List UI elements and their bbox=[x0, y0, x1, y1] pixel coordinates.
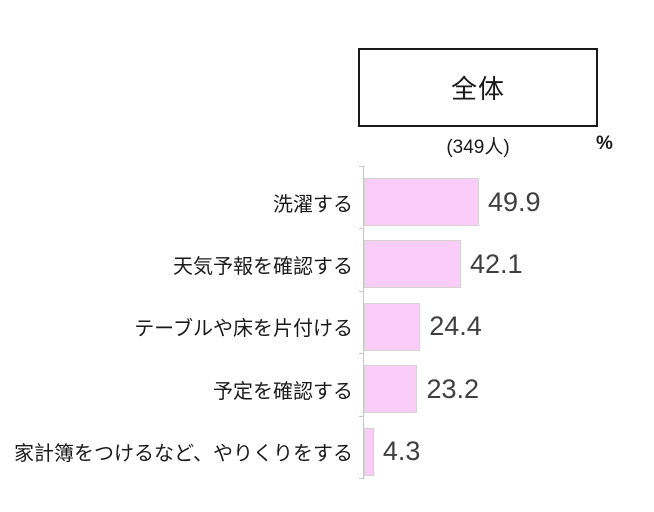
axis-tick bbox=[359, 228, 364, 229]
bar bbox=[364, 427, 374, 476]
bar bbox=[364, 365, 418, 414]
category-axis-line bbox=[363, 166, 364, 478]
value-label: 49.9 bbox=[487, 186, 541, 217]
axis-tick bbox=[359, 166, 364, 167]
category-label: 家計簿をつけるなど、やりくりをする bbox=[14, 443, 353, 466]
bar bbox=[364, 302, 421, 351]
value-label: 4.3 bbox=[382, 436, 421, 467]
bar bbox=[364, 178, 479, 226]
axis-tick bbox=[359, 416, 364, 417]
value-label: 23.2 bbox=[426, 373, 479, 404]
category-label: 洗濯する bbox=[273, 193, 353, 216]
axis-tick bbox=[359, 353, 364, 354]
axis-tick bbox=[359, 291, 364, 292]
category-label: テーブルや床を片付ける bbox=[134, 318, 353, 341]
category-label: 天気予報を確認する bbox=[173, 255, 353, 278]
value-label: 42.1 bbox=[469, 248, 523, 279]
percent-unit-label: % bbox=[596, 133, 613, 154]
group-header-label: 全体 bbox=[450, 74, 505, 104]
sample-size-label: (349人) bbox=[446, 137, 510, 158]
category-label: 予定を確認する bbox=[213, 380, 353, 403]
axis-tick bbox=[359, 478, 364, 479]
group-header-box: 全体 bbox=[358, 48, 598, 127]
value-label: 24.4 bbox=[429, 311, 482, 342]
bar bbox=[364, 240, 461, 289]
